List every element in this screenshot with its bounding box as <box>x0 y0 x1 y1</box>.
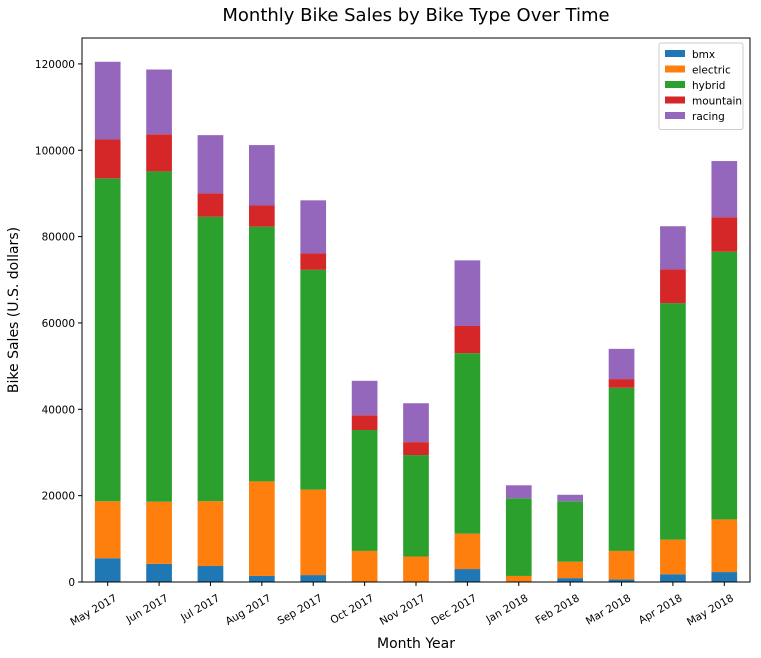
bar-hybrid <box>608 387 635 551</box>
bar-mountain <box>608 379 635 388</box>
legend-label-mountain: mountain <box>692 96 742 108</box>
bar-racing <box>249 145 275 206</box>
x-tick-label: May 2018 <box>685 592 736 628</box>
x-tick-label: Aug 2017 <box>224 592 274 628</box>
bar-racing <box>197 135 224 194</box>
chart-title: Monthly Bike Sales by Bike Type Over Tim… <box>222 5 609 26</box>
legend-label-bmx: bmx <box>692 49 715 61</box>
bar-hybrid <box>557 501 583 562</box>
bar-hybrid <box>351 430 378 551</box>
bar-racing <box>146 69 172 135</box>
legend-label-racing: racing <box>692 111 725 123</box>
legend-swatch-hybrid <box>665 81 685 88</box>
bar-racing <box>454 260 481 326</box>
x-tick-label: Apr 2018 <box>637 592 685 627</box>
bar-mountain <box>300 253 327 270</box>
bar-racing <box>505 485 532 499</box>
y-tick-label: 60000 <box>42 318 75 330</box>
bar-hybrid <box>249 226 275 482</box>
x-tick-label: Jun 2017 <box>123 592 170 626</box>
legend-label-hybrid: hybrid <box>692 80 725 92</box>
y-tick-label: 0 <box>68 577 75 589</box>
bar-bmx <box>249 575 275 582</box>
x-tick-label: Jul 2017 <box>178 592 222 624</box>
bar-electric <box>94 501 121 559</box>
bar-bmx <box>146 563 172 582</box>
legend-swatch-racing <box>665 112 685 119</box>
bar-hybrid <box>300 269 327 490</box>
legend-label-electric: electric <box>692 65 731 77</box>
bar-electric <box>300 489 327 576</box>
bar-racing <box>557 494 583 502</box>
x-tick-label: Feb 2018 <box>534 592 582 627</box>
bar-electric <box>249 481 275 576</box>
bar-hybrid <box>94 178 121 502</box>
bar-hybrid <box>505 498 532 576</box>
bar-hybrid <box>660 303 686 540</box>
legend: bmx electric hybrid mountain racing <box>658 42 744 130</box>
bar-mountain <box>711 217 738 252</box>
bar-racing <box>403 403 429 443</box>
x-tick-label: Sep 2017 <box>276 592 325 627</box>
x-tick-label: Mar 2018 <box>584 592 633 627</box>
bar-bmx <box>197 566 224 582</box>
bar-mountain <box>403 442 429 456</box>
y-axis-label: Bike Sales (U.S. dollars) <box>6 227 22 393</box>
bar-electric <box>146 501 172 564</box>
bar-hybrid <box>454 353 481 534</box>
bar-electric <box>197 501 224 567</box>
y-tick-label: 100000 <box>35 145 75 157</box>
legend-swatch-bmx <box>665 50 685 57</box>
bar-racing <box>711 161 738 218</box>
legend-swatch-mountain <box>665 96 685 104</box>
bar-bmx <box>300 575 327 582</box>
bar-electric <box>505 575 532 582</box>
bar-racing <box>94 61 121 140</box>
bar-electric <box>351 550 378 582</box>
bar-electric <box>403 556 429 582</box>
legend-box <box>658 42 744 130</box>
bar-bmx <box>608 579 635 582</box>
bar-electric <box>711 519 738 573</box>
y-tick-label: 20000 <box>42 491 75 503</box>
bar-hybrid <box>403 455 429 557</box>
bar-mountain <box>660 269 686 304</box>
bar-racing <box>660 226 686 270</box>
x-axis-label: Month Year <box>377 636 455 652</box>
bar-bmx <box>711 572 738 582</box>
x-tick-label: May 2017 <box>68 592 119 628</box>
bar-mountain <box>146 134 172 172</box>
bar-electric <box>660 539 686 575</box>
bar-hybrid <box>197 216 224 502</box>
bar-electric <box>557 561 583 579</box>
y-tick-label: 120000 <box>35 59 75 71</box>
bar-mountain <box>351 415 378 431</box>
bar-mountain <box>94 139 121 179</box>
bar-mountain <box>197 193 224 217</box>
bars-layer <box>94 61 738 582</box>
plot-frame <box>81 37 751 583</box>
bar-bmx <box>454 569 481 582</box>
y-tick-label: 80000 <box>42 232 75 244</box>
bar-bmx <box>660 574 686 582</box>
legend-swatch-electric <box>665 65 685 73</box>
bar-electric <box>608 550 635 580</box>
bar-mountain <box>249 205 275 227</box>
bar-bmx <box>557 578 583 582</box>
y-tick-label: 40000 <box>42 404 75 416</box>
plot-border <box>81 37 751 583</box>
bar-hybrid <box>711 251 738 520</box>
x-tick-label: Dec 2017 <box>429 592 479 628</box>
bar-electric <box>454 533 481 570</box>
bar-racing <box>351 380 378 416</box>
bar-racing <box>300 200 327 254</box>
x-tick-label: Nov 2017 <box>378 592 428 628</box>
bar-hybrid <box>146 171 172 502</box>
bar-bmx <box>94 558 121 582</box>
bar-racing <box>608 348 635 380</box>
x-tick-label: Jan 2018 <box>483 592 530 626</box>
x-tick-label: Oct 2017 <box>328 592 376 627</box>
bar-mountain <box>454 325 481 354</box>
